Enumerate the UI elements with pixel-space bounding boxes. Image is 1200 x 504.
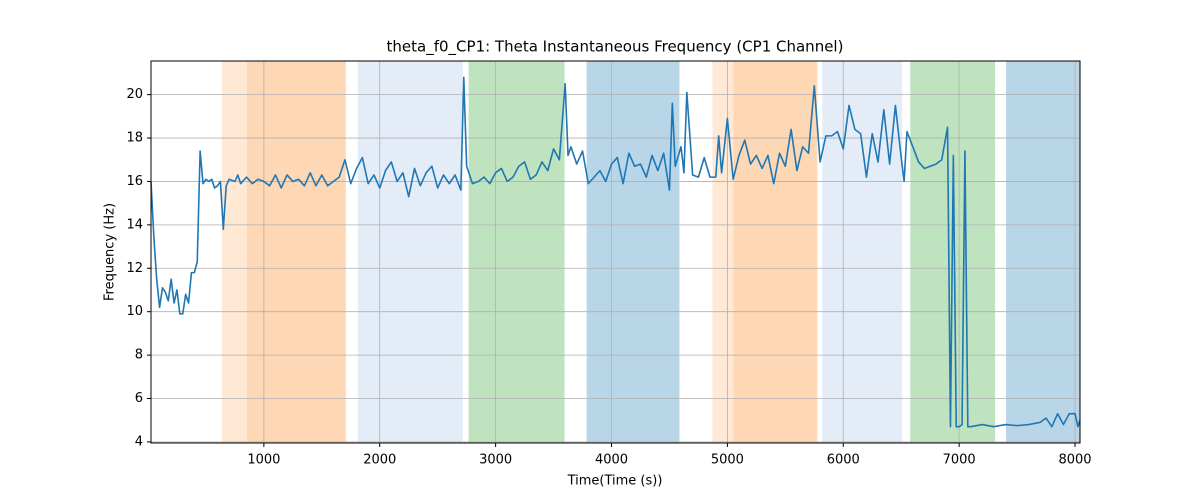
x-tick-label: 1000 — [247, 453, 280, 468]
x-tick-label: 4000 — [595, 453, 628, 468]
x-tick-label: 7000 — [943, 453, 976, 468]
y-tick-label: 18 — [126, 131, 143, 146]
x-tick-label: 2000 — [363, 453, 396, 468]
y-tick-label: 6 — [135, 391, 143, 406]
x-tick-label: 3000 — [479, 453, 512, 468]
x-tick-label: 6000 — [827, 453, 860, 468]
x-axis-label: Time(Time (s)) — [567, 474, 663, 489]
y-tick-label: 4 — [135, 434, 143, 449]
data-line — [150, 76, 1081, 428]
shaded-span — [357, 61, 463, 443]
x-tick-label: 5000 — [711, 453, 744, 468]
shaded-span — [1006, 61, 1080, 443]
y-tick-label: 10 — [126, 304, 143, 319]
y-axis-label: Frequency (Hz) — [103, 203, 118, 301]
shaded-span — [712, 61, 734, 443]
y-tick-label: 12 — [126, 261, 143, 276]
shaded-span — [468, 61, 565, 443]
x-tick-label: 8000 — [1058, 453, 1091, 468]
plot-frame — [150, 60, 1081, 444]
shaded-span — [246, 61, 346, 443]
shaded-span — [221, 61, 247, 443]
y-tick-label: 8 — [135, 348, 143, 363]
y-tick-label: 16 — [126, 174, 143, 189]
shaded-span — [822, 61, 903, 443]
y-tick-label: 20 — [126, 87, 143, 102]
y-tick-label: 14 — [126, 217, 143, 232]
shaded-span — [586, 61, 680, 443]
chart-title: theta_f0_CP1: Theta Instantaneous Freque… — [387, 38, 844, 57]
shaded-span — [733, 61, 818, 443]
